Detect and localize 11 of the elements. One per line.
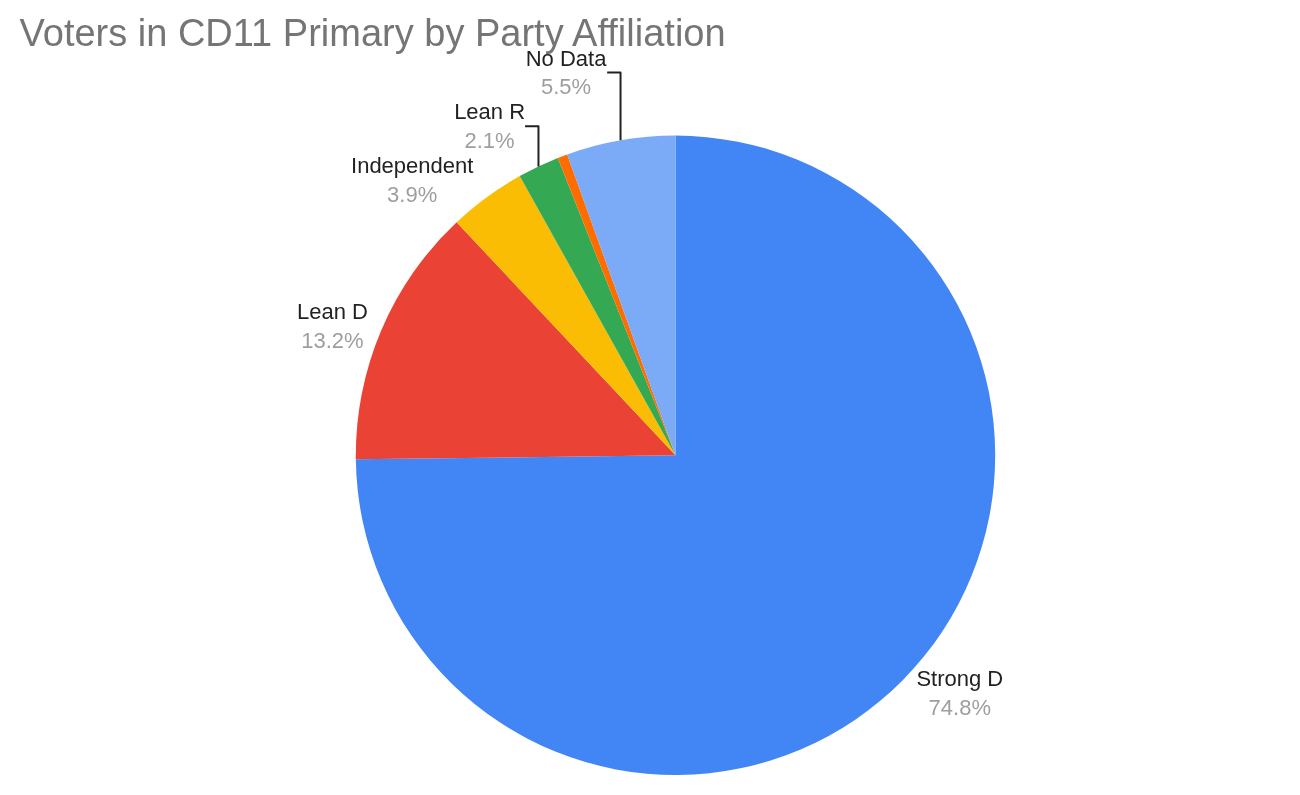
pie-slice [456,176,676,456]
slice-label: Independent [351,152,474,178]
data-label: 5.5% [540,74,592,100]
data-label: 3.9% [387,181,438,207]
pie-slice [519,158,676,456]
slice-label: Strong D [916,666,1004,692]
slice-label: Lean D [296,299,368,325]
data-label: 2.1% [464,127,515,153]
data-label: 74.8% [928,694,991,720]
data-label: 13.2% [301,327,364,353]
slice-label: Lean R [454,99,526,125]
